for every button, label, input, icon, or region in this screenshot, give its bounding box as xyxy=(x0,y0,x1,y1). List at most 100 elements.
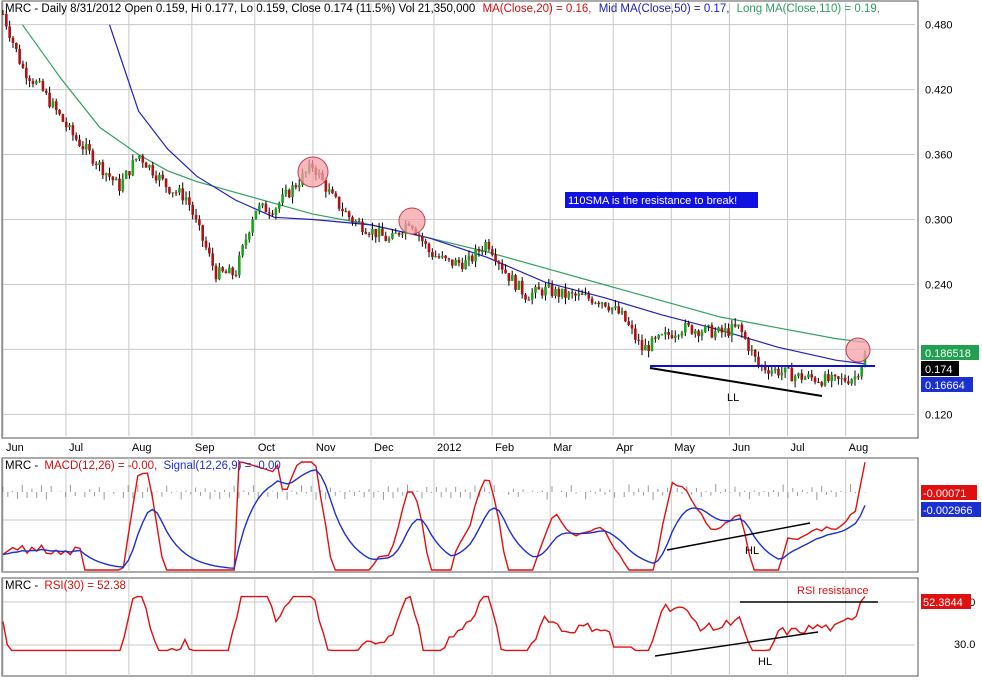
candle-up xyxy=(354,220,358,223)
candle-up xyxy=(84,144,88,150)
candle-up xyxy=(700,332,704,337)
rsi-resistance-label: RSI resistance xyxy=(797,585,869,597)
candle-up xyxy=(803,377,807,380)
candle-down xyxy=(494,254,497,262)
candle-down xyxy=(174,192,178,194)
candle-up xyxy=(171,192,175,194)
candle-down xyxy=(451,259,454,266)
price-tick-label: 0.240 xyxy=(925,279,953,291)
price-tick-label: 0.120 xyxy=(925,409,953,421)
candle-up xyxy=(274,208,278,215)
candle-up xyxy=(284,189,288,195)
time-tick-label: Dec xyxy=(374,442,394,454)
candle-up xyxy=(530,292,534,300)
candle-up xyxy=(730,324,734,336)
candle-up xyxy=(247,232,251,240)
candle-down xyxy=(118,178,121,192)
candle-down xyxy=(640,340,644,351)
candle-up xyxy=(567,292,571,298)
candle-up xyxy=(660,334,664,336)
candle-up xyxy=(218,267,221,280)
candle-up xyxy=(680,332,684,336)
candle-down xyxy=(570,292,574,294)
rsi-hl-label: HL xyxy=(758,656,772,668)
header-ma50: Mid MA(Close,50) = 0.17, xyxy=(599,3,730,15)
candle-down xyxy=(427,243,431,253)
candle-up xyxy=(251,219,254,233)
candle-up xyxy=(371,228,374,235)
candle-up xyxy=(673,335,677,339)
header-ma20: MA(Close,20) = 0.16, xyxy=(483,3,592,15)
signal-line xyxy=(2,469,866,570)
candle-down xyxy=(790,367,794,382)
candle-down xyxy=(267,212,271,214)
rsi-line xyxy=(2,595,866,652)
candle-up xyxy=(34,81,38,84)
candle-down xyxy=(647,344,650,352)
candle-down xyxy=(447,258,451,260)
candle-down xyxy=(61,114,65,122)
candle-down xyxy=(191,204,195,215)
candle-up xyxy=(614,306,617,308)
candle-up xyxy=(713,331,717,338)
time-tick-label: Jun xyxy=(732,442,750,454)
candle-down xyxy=(833,374,837,377)
candle-up xyxy=(737,324,740,327)
candle-down xyxy=(108,173,111,177)
candle-down xyxy=(763,365,767,371)
candle-down xyxy=(128,171,131,176)
candle-down xyxy=(271,213,274,215)
candle-down xyxy=(24,67,28,79)
candle-down xyxy=(28,78,31,81)
rsi-header: MRC - RSI(30) = 52.38 xyxy=(5,580,126,592)
candle-down xyxy=(637,339,640,341)
candle-down xyxy=(141,155,145,163)
candle-up xyxy=(148,165,151,168)
svg-text:MRC - RSI(30) = 52.38: MRC - RSI(30) = 52.38 xyxy=(5,580,126,592)
candle-down xyxy=(357,220,361,222)
time-tick-label: Jul xyxy=(69,442,83,454)
price-tick-label: 0.420 xyxy=(925,85,953,97)
candle-down xyxy=(747,338,750,351)
time-tick-label: Apr xyxy=(616,442,633,454)
candle-down xyxy=(91,150,95,164)
candle-down xyxy=(367,233,371,235)
candle-up xyxy=(783,367,787,373)
candle-down xyxy=(753,349,757,357)
candle-down xyxy=(687,323,690,326)
price-badges: 0.186518 0.174 0.16664 xyxy=(921,345,979,392)
candle-down xyxy=(154,175,158,181)
candle-down xyxy=(540,289,544,296)
candle-down xyxy=(234,275,238,277)
candle-down xyxy=(710,325,714,338)
candle-up xyxy=(534,286,537,293)
candle-down xyxy=(181,188,185,201)
candle-down xyxy=(820,382,824,386)
candle-down xyxy=(500,263,504,270)
candle-down xyxy=(347,211,351,218)
candle-down xyxy=(487,241,491,250)
candle-up xyxy=(750,349,754,351)
candle-down xyxy=(457,259,461,263)
candle-down xyxy=(743,332,747,339)
rsi-badge-text: 52.3844 xyxy=(923,597,963,609)
candle-up xyxy=(860,366,863,377)
macd-grid xyxy=(2,458,915,572)
candle-down xyxy=(424,241,427,244)
highlight-circle-aug xyxy=(845,337,871,363)
price-overlays: LL 110SMA is the resistance to break! xyxy=(297,156,875,404)
candle-down xyxy=(294,185,298,188)
candle-down xyxy=(41,80,45,91)
candle-up xyxy=(401,233,404,235)
candle-up xyxy=(830,374,834,381)
candle-down xyxy=(490,249,494,255)
candle-up xyxy=(254,210,258,220)
candle-up xyxy=(584,293,587,295)
candle-down xyxy=(88,144,91,151)
candle-up xyxy=(38,80,41,82)
candle-down xyxy=(64,121,68,128)
candle-up xyxy=(484,241,487,252)
candle-down xyxy=(550,284,554,296)
candle-down xyxy=(214,265,218,280)
